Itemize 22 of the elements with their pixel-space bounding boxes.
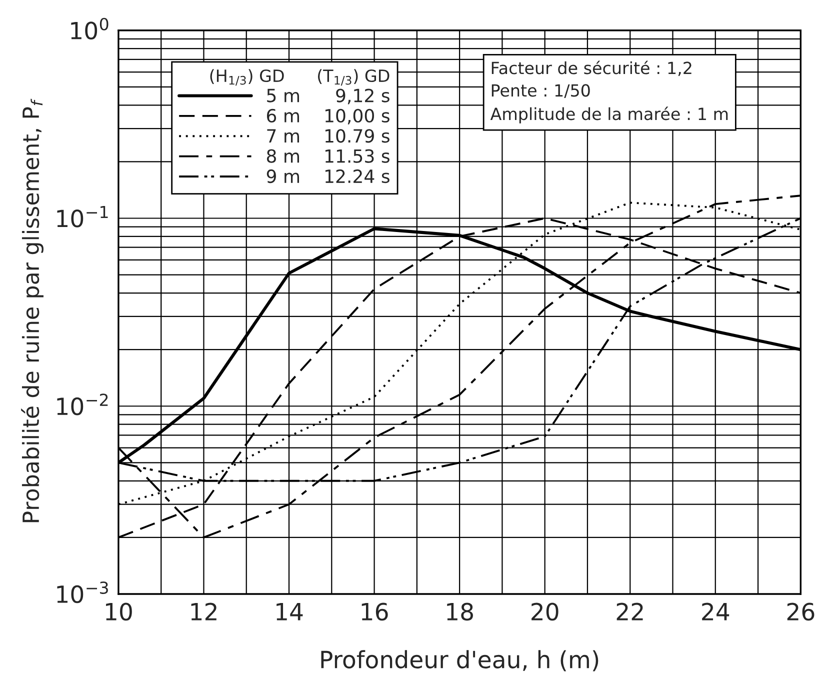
legend-label: 9 m 12.24 s	[266, 169, 390, 184]
x-tick-label: 18	[447, 602, 473, 621]
legend-label: 8 m 11.53 s	[266, 149, 390, 163]
y-tick-label: 10$^{−3}$	[57, 581, 108, 604]
y-tick-label: 10$^{−1}$	[57, 206, 108, 228]
y-tick-label: 10$^{0}$	[71, 18, 108, 40]
x-tick-label: 14	[276, 603, 303, 620]
legend-title: (H$_{1/3}$) GD (T$_{1/3}$) GD	[210, 69, 390, 86]
x-tick-label: 16	[362, 602, 388, 621]
x-tick-label: 24	[702, 602, 730, 620]
x-tick-label: 20	[532, 602, 558, 621]
legend-label: 7 m 10.79 s	[267, 129, 390, 143]
x-tick-label: 12	[191, 602, 216, 620]
x-tick-label: 22	[616, 602, 643, 620]
annotation: Facteur de sécurité : 1,2 Pente : 1/50 Amplitude de la marée : 1 m	[490, 60, 728, 124]
y-axis-title: Probabilité de ruine par glissement, P$_{f}$	[21, 98, 44, 522]
legend-label: 6 m 10,00 s	[266, 108, 390, 124]
x-tick-label: 26	[787, 602, 814, 621]
x-axis-title: Profondeur d'eau, h (m)	[321, 650, 598, 672]
legend-label: 5 m 9,12 s	[267, 88, 390, 104]
x-tick-label: 10	[106, 602, 132, 621]
y-tick-label: 10$^{−2}$	[57, 394, 108, 416]
